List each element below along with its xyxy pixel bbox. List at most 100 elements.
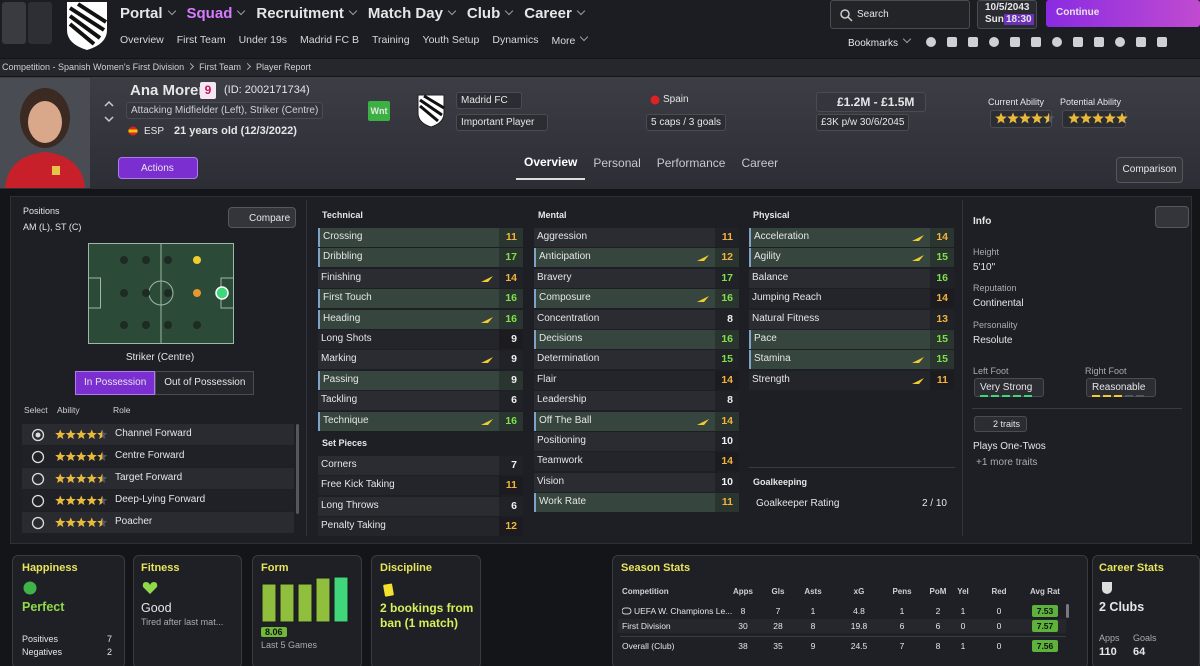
attribute-row[interactable]: Acceleration 14 — [749, 228, 954, 247]
submenu-item[interactable]: Overview — [120, 34, 164, 46]
position-accomplished — [193, 289, 201, 297]
submenu-item[interactable]: Madrid FC B — [300, 34, 359, 46]
tab[interactable]: Personal — [593, 156, 641, 170]
attribute-row[interactable]: Pace 15 — [749, 330, 954, 349]
continue-button[interactable]: Continue — [1046, 0, 1200, 27]
role-row[interactable] — [22, 490, 294, 511]
wonderkid-badge: Wnt — [368, 101, 390, 121]
bookmarks[interactable]: Bookmarks — [848, 36, 910, 49]
search-icon — [840, 8, 853, 22]
attribute-row[interactable]: Natural Fitness 13 — [749, 309, 954, 329]
main-menu: Portal Squad Recruitment Match Day Club Caree… — [120, 2, 584, 24]
competition-icon — [622, 607, 632, 615]
attribute-row[interactable]: Penalty Taking 12 — [318, 517, 523, 537]
bookmark-icon — [1010, 37, 1020, 47]
attribute-row[interactable]: Long Throws 6 — [318, 496, 523, 516]
more-traits[interactable]: +1 more traits — [976, 457, 1038, 468]
submenu-item[interactable]: More — [551, 34, 587, 47]
attribute-row[interactable]: Jumping Reach 14 — [749, 289, 954, 309]
forward-button[interactable] — [28, 2, 52, 44]
stats-scrollbar[interactable] — [1066, 604, 1069, 618]
attribute-row[interactable]: Stamina 15 — [749, 350, 954, 370]
attribute-row[interactable]: First Touch 16 — [318, 289, 523, 309]
info-settings[interactable] — [1155, 206, 1189, 228]
submenu-item[interactable]: Dynamics — [492, 34, 539, 46]
breadcrumb-item[interactable]: Player Report — [255, 62, 311, 72]
tab[interactable]: Career — [741, 156, 779, 170]
attribute-row[interactable]: Heading 16 — [318, 309, 523, 329]
bookmark-icon — [947, 37, 957, 47]
attribute-row[interactable]: Flair 14 — [534, 370, 739, 390]
attribute-row[interactable]: Concentration 8 — [534, 309, 739, 329]
breadcrumb-item[interactable]: Competition - Spanish Women's First Divi… — [2, 62, 199, 72]
attribute-row[interactable]: Vision 10 — [534, 472, 739, 492]
stat: 8 — [810, 621, 816, 631]
avg-rating: 7.57 — [1032, 620, 1058, 632]
icon-shape — [622, 607, 632, 615]
submenu-item[interactable]: First Team — [176, 34, 226, 46]
attribute-row[interactable]: Dribbling 17 — [318, 248, 523, 268]
role-name: Target Forward — [115, 472, 183, 483]
attribute-row[interactable]: Balance 16 — [749, 268, 954, 288]
attribute-name: Vision — [537, 475, 565, 487]
star — [65, 429, 76, 439]
attribute-row[interactable]: Agility 15 — [749, 248, 954, 268]
attribute-group-title: Set Pieces — [322, 438, 368, 448]
attribute-row[interactable]: Long Shots 9 — [318, 330, 523, 349]
attribute-row[interactable]: Leadership 8 — [534, 391, 739, 411]
attribute-row[interactable]: Corners 7 — [318, 456, 523, 475]
attribute-row[interactable]: Technique 16 — [318, 411, 523, 431]
toggle[interactable]: Out of Possession — [155, 371, 255, 395]
attribute-row[interactable]: Free Kick Taking 11 — [318, 476, 523, 496]
scrollbar[interactable] — [296, 424, 299, 514]
attribute-row[interactable]: Off The Ball 14 — [534, 411, 739, 431]
attribute-row[interactable]: Teamwork 14 — [534, 452, 739, 472]
tab[interactable]: Overview — [516, 155, 586, 180]
attribute-row[interactable]: Passing 9 — [318, 370, 523, 390]
radio — [31, 494, 45, 508]
role-row[interactable] — [22, 512, 294, 533]
attribute-row[interactable]: Anticipation 12 — [534, 248, 739, 268]
submenu-item[interactable]: Training — [371, 34, 410, 46]
attribute-row[interactable]: Crossing 11 — [318, 228, 523, 247]
attribute-row[interactable]: Decisions 16 — [534, 330, 739, 349]
attribute-value: 6 — [499, 391, 523, 411]
role-row[interactable] — [22, 446, 294, 467]
attribute-row[interactable]: Aggression 11 — [534, 228, 739, 247]
attribute-row[interactable]: Strength 11 — [749, 370, 954, 390]
menu-item[interactable]: Club — [467, 5, 512, 22]
role-row[interactable] — [22, 468, 294, 489]
menu-item[interactable]: Match Day — [368, 5, 455, 22]
search-box[interactable]: Search — [830, 0, 970, 29]
attribute-row[interactable]: Determination 15 — [534, 350, 739, 370]
attribute-row[interactable]: Bravery 17 — [534, 268, 739, 288]
tab[interactable]: Performance — [656, 156, 726, 170]
stat: 9 — [810, 641, 816, 651]
attribute-row[interactable]: Work Rate 11 — [534, 493, 739, 513]
back-button[interactable] — [2, 2, 26, 44]
compare-button[interactable]: Compare — [228, 207, 296, 228]
menu-item[interactable]: Portal — [120, 5, 175, 22]
menu-item[interactable]: Career — [524, 5, 584, 22]
club-name[interactable]: Madrid FC — [456, 92, 522, 109]
stat: 7 — [775, 606, 781, 616]
traits-button[interactable]: 2 traits — [974, 416, 1028, 432]
attribute-row[interactable]: Tackling 6 — [318, 391, 523, 411]
role-row[interactable] — [22, 424, 294, 445]
submenu-item[interactable]: Under 19s — [238, 34, 288, 46]
menu-item[interactable]: Squad — [187, 5, 245, 22]
breadcrumb-item[interactable]: First Team — [199, 62, 256, 72]
toggle[interactable]: In Possession — [75, 371, 156, 395]
attribute-row[interactable]: Positioning 10 — [534, 432, 739, 451]
star — [76, 429, 87, 439]
submenu-item[interactable]: Youth Setup — [422, 34, 480, 46]
actions-button[interactable]: Actions — [118, 157, 198, 179]
menu-item[interactable]: Recruitment — [256, 5, 356, 22]
comparison-button[interactable]: Comparison — [1116, 157, 1183, 183]
attribute-row[interactable]: Finishing 14 — [318, 268, 523, 288]
star — [1031, 112, 1043, 124]
attribute-row[interactable]: Marking 9 — [318, 350, 523, 370]
attribute-row[interactable]: Composure 16 — [534, 289, 739, 309]
prev-next-arrows[interactable] — [103, 98, 115, 126]
form-chart — [261, 576, 349, 623]
